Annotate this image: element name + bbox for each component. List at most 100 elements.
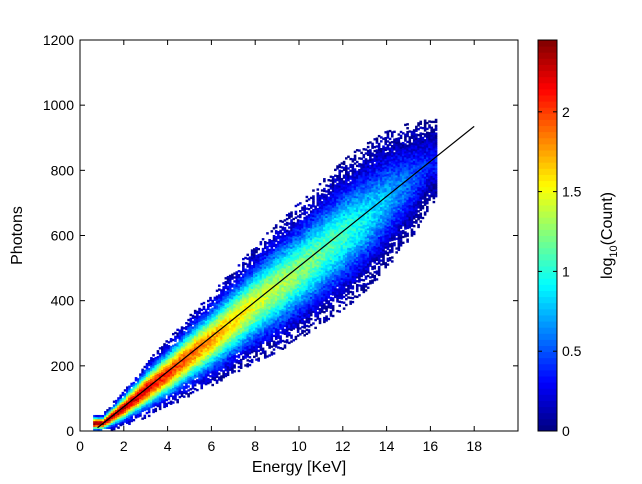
density-cell: [255, 262, 258, 265]
density-cell: [336, 264, 339, 268]
density-cell: [255, 270, 258, 273]
density-cell: [318, 247, 322, 250]
density-cell: [268, 248, 271, 252]
density-cell: [338, 265, 342, 268]
density-cell: [132, 383, 136, 387]
density-cell: [281, 304, 285, 307]
density-cell: [329, 287, 333, 290]
density-cell: [283, 328, 287, 332]
density-cell: [220, 363, 223, 366]
density-cell: [121, 415, 125, 418]
density-cell: [283, 322, 287, 326]
density-cell: [347, 175, 350, 178]
density-cell: [290, 309, 293, 312]
density-cell: [331, 283, 335, 286]
density-cell: [257, 292, 260, 296]
density-cell: [351, 297, 355, 300]
density-cell: [220, 347, 223, 351]
density-cell: [323, 195, 326, 199]
density-cell: [351, 261, 355, 265]
density-cell: [242, 279, 245, 282]
density-cell: [213, 353, 217, 356]
density-cell: [307, 247, 311, 250]
density-cell: [125, 398, 129, 401]
density-cell: [331, 299, 335, 302]
density-cell: [248, 342, 252, 345]
density-cell: [344, 254, 348, 258]
density-cell: [189, 348, 193, 352]
density-cell: [331, 207, 335, 210]
density-cell: [222, 321, 225, 324]
density-cell: [334, 194, 337, 197]
density-cell: [342, 215, 346, 218]
density-cell: [196, 359, 199, 362]
density-cell: [246, 302, 250, 305]
density-cell: [226, 309, 230, 312]
density-cell: [156, 365, 160, 369]
density-cell: [211, 317, 214, 320]
density-cell: [303, 281, 306, 284]
density-cell: [305, 244, 309, 248]
density-cell: [187, 393, 190, 396]
density-cell: [222, 356, 225, 359]
density-cell: [268, 338, 271, 342]
density-cell: [235, 312, 239, 315]
density-cell: [134, 388, 138, 392]
density-cell: [187, 336, 190, 339]
density-cell: [318, 294, 322, 297]
density-cell: [320, 189, 324, 192]
density-cell: [307, 235, 311, 238]
density-cell: [222, 372, 225, 375]
density-cell: [312, 226, 315, 229]
density-cell: [171, 372, 175, 375]
density-cell: [257, 253, 260, 257]
density-cell: [318, 300, 322, 303]
density-cell: [323, 260, 326, 263]
density-cell: [147, 389, 151, 392]
density-cell: [266, 335, 269, 339]
density-cell: [226, 373, 230, 377]
density-cell: [130, 392, 133, 395]
density-cell: [246, 322, 250, 325]
density-cell: [215, 318, 219, 322]
density-cell: [351, 267, 355, 271]
density-cell: [323, 189, 326, 193]
density-cell: [329, 195, 333, 198]
density-cell: [318, 237, 322, 241]
density-cell: [211, 327, 214, 330]
density-cell: [222, 358, 225, 361]
density-cell: [285, 288, 289, 291]
density-cell: [270, 351, 274, 354]
density-cell: [244, 346, 247, 350]
density-cell: [141, 407, 144, 411]
density-cell: [349, 193, 352, 196]
density-cell: [147, 399, 151, 402]
density-cell: [336, 251, 339, 254]
density-cell: [347, 190, 350, 194]
density-cell: [323, 269, 326, 273]
density-cell: [141, 386, 144, 389]
density-cell: [174, 361, 177, 364]
density-cell: [290, 211, 293, 214]
density-cell: [235, 343, 239, 346]
density-cell: [167, 380, 171, 383]
density-cell: [235, 329, 239, 333]
density-cell: [349, 245, 352, 249]
density-cell: [277, 324, 280, 328]
density-cell: [274, 255, 278, 258]
density-cell: [200, 367, 204, 370]
density-cell: [331, 265, 335, 269]
density-cell: [268, 287, 271, 291]
density-cell: [327, 259, 331, 262]
density-cell: [207, 372, 210, 375]
density-cell: [185, 341, 188, 344]
density-cell: [202, 366, 206, 369]
density-cell: [318, 182, 322, 186]
density-cell: [255, 319, 258, 322]
density-cell: [307, 313, 311, 316]
density-cell: [283, 309, 287, 312]
density-cell: [329, 249, 333, 253]
density-cell: [272, 301, 276, 304]
density-cell: [340, 236, 344, 239]
density-cell: [299, 256, 302, 260]
